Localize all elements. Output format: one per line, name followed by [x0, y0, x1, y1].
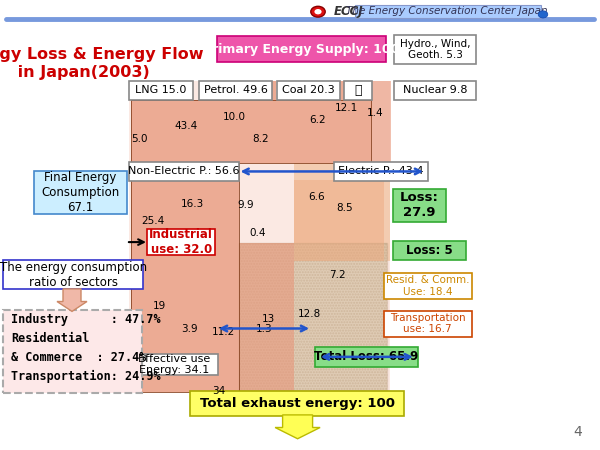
Text: 12.8: 12.8 — [298, 309, 321, 319]
FancyBboxPatch shape — [344, 81, 372, 100]
FancyBboxPatch shape — [147, 229, 215, 255]
Text: 25.4: 25.4 — [142, 216, 164, 226]
Text: Industrial
use: 32.0: Industrial use: 32.0 — [149, 228, 213, 256]
Text: 10.0: 10.0 — [223, 112, 245, 122]
Text: 9.9: 9.9 — [238, 200, 254, 210]
Text: 13: 13 — [262, 315, 275, 324]
Text: 5.0: 5.0 — [131, 135, 148, 144]
Text: Energy Loss & Energy Flow
 in Japan(2003): Energy Loss & Energy Flow in Japan(2003) — [0, 47, 204, 80]
FancyBboxPatch shape — [394, 35, 476, 64]
Text: 43.4: 43.4 — [175, 121, 197, 131]
Polygon shape — [294, 163, 390, 261]
FancyBboxPatch shape — [3, 260, 143, 289]
FancyBboxPatch shape — [129, 162, 239, 181]
Text: Resid. & Comm.
Use: 18.4: Resid. & Comm. Use: 18.4 — [386, 275, 470, 297]
Text: The energy consumption
ratio of sectors: The energy consumption ratio of sectors — [0, 261, 147, 288]
Text: 4: 4 — [573, 425, 582, 439]
Text: Non-Electric P.: 56.6: Non-Electric P.: 56.6 — [128, 166, 240, 176]
Text: Total Loss: 65.9: Total Loss: 65.9 — [314, 351, 418, 363]
Polygon shape — [239, 243, 387, 392]
Text: Hydro., Wind,
Geoth. 5.3: Hydro., Wind, Geoth. 5.3 — [400, 39, 470, 60]
Text: Primary Energy Supply: 100: Primary Energy Supply: 100 — [203, 43, 400, 55]
FancyBboxPatch shape — [3, 310, 142, 393]
FancyArrow shape — [57, 289, 87, 311]
FancyBboxPatch shape — [130, 354, 218, 375]
Polygon shape — [131, 81, 159, 100]
Text: Industry      : 47.7%: Industry : 47.7% — [11, 313, 160, 326]
Text: Transportation: 24.9%: Transportation: 24.9% — [11, 369, 160, 383]
Polygon shape — [278, 81, 348, 100]
FancyBboxPatch shape — [394, 81, 476, 100]
Text: Petrol. 49.6: Petrol. 49.6 — [203, 86, 268, 95]
Text: 7.2: 7.2 — [329, 270, 346, 279]
FancyBboxPatch shape — [34, 171, 127, 214]
Text: 8.5: 8.5 — [337, 203, 353, 213]
Polygon shape — [131, 163, 239, 392]
FancyBboxPatch shape — [199, 81, 272, 100]
Text: 16.3: 16.3 — [181, 199, 203, 209]
FancyBboxPatch shape — [393, 241, 466, 260]
Text: Total exhaust energy: 100: Total exhaust energy: 100 — [199, 397, 395, 410]
Circle shape — [538, 11, 548, 18]
Text: 6.2: 6.2 — [310, 115, 326, 125]
Text: 1.4: 1.4 — [367, 108, 384, 117]
Text: Effective use
Energy: 34.1: Effective use Energy: 34.1 — [138, 354, 210, 375]
Text: The Energy Conservation Center Japan: The Energy Conservation Center Japan — [346, 6, 548, 16]
Text: Transportation
use: 16.7: Transportation use: 16.7 — [390, 313, 466, 334]
Polygon shape — [371, 81, 391, 163]
FancyBboxPatch shape — [384, 273, 472, 299]
Text: 0.4: 0.4 — [250, 228, 266, 238]
FancyBboxPatch shape — [129, 81, 193, 100]
Polygon shape — [294, 180, 384, 261]
Text: Loss: 5: Loss: 5 — [406, 244, 452, 256]
Text: Loss:
27.9: Loss: 27.9 — [400, 191, 439, 219]
FancyBboxPatch shape — [190, 391, 404, 416]
Text: 34: 34 — [212, 387, 226, 396]
Text: Final Energy
Consumption
67.1: Final Energy Consumption 67.1 — [41, 171, 119, 214]
Polygon shape — [131, 100, 371, 163]
Text: Coal 20.3: Coal 20.3 — [282, 86, 335, 95]
Text: 1.3: 1.3 — [256, 324, 272, 334]
Text: 12.1: 12.1 — [335, 103, 358, 113]
Text: Electric P.: 43.4: Electric P.: 43.4 — [338, 166, 424, 176]
Text: 8.2: 8.2 — [253, 135, 269, 144]
Polygon shape — [239, 243, 294, 392]
Text: 19: 19 — [153, 301, 166, 311]
FancyBboxPatch shape — [355, 4, 541, 18]
FancyBboxPatch shape — [384, 310, 472, 337]
Text: ECCJ: ECCJ — [334, 5, 363, 18]
Text: 6.6: 6.6 — [308, 192, 325, 202]
FancyBboxPatch shape — [393, 189, 446, 222]
Text: Nuclear 9.8: Nuclear 9.8 — [403, 86, 467, 95]
FancyBboxPatch shape — [334, 162, 428, 181]
Circle shape — [314, 9, 322, 14]
FancyBboxPatch shape — [217, 36, 386, 62]
FancyArrow shape — [275, 415, 320, 439]
Text: 原: 原 — [355, 84, 362, 97]
FancyBboxPatch shape — [315, 347, 418, 367]
FancyBboxPatch shape — [277, 81, 340, 100]
Text: Residential: Residential — [11, 332, 89, 345]
Text: 11.2: 11.2 — [212, 327, 235, 337]
Polygon shape — [201, 81, 276, 100]
Text: & Commerce  : 27.4%: & Commerce : 27.4% — [11, 351, 146, 364]
Polygon shape — [129, 81, 390, 392]
Text: 3.9: 3.9 — [181, 324, 198, 334]
Text: LNG 15.0: LNG 15.0 — [135, 86, 187, 95]
Circle shape — [311, 6, 325, 17]
